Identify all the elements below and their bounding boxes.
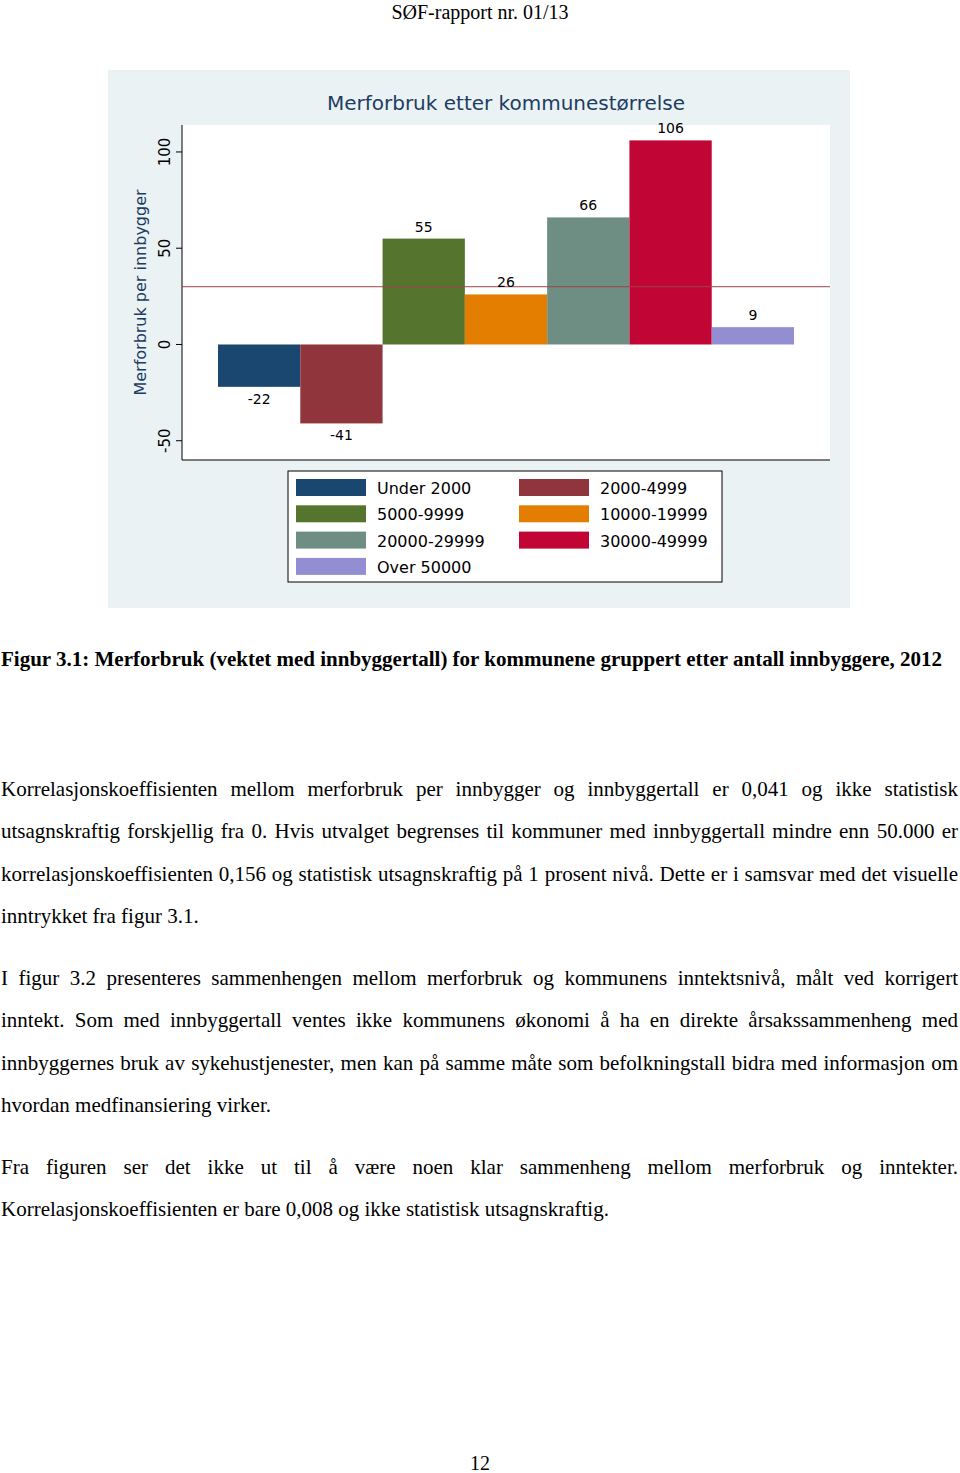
data-label: 9 (748, 307, 757, 323)
legend-label: 10000-19999 (600, 505, 708, 524)
y-tick-label: 50 (156, 239, 174, 258)
bar (218, 344, 300, 386)
legend-swatch (519, 505, 589, 522)
x-axis-line (182, 460, 830, 461)
legend-box (288, 471, 722, 582)
y-tick-label: 0 (156, 340, 174, 350)
data-label: -41 (330, 427, 353, 443)
legend-swatch (296, 532, 366, 549)
paragraph: I figur 3.2 presenteres sammenhengen mel… (1, 957, 958, 1126)
y-tick (176, 248, 182, 249)
legend-swatch (519, 532, 589, 549)
legend-label: 20000-29999 (377, 532, 485, 551)
bar (300, 344, 382, 423)
legend-label: Over 50000 (377, 558, 471, 577)
paragraph: Fra figuren ser det ikke ut til å være n… (1, 1146, 958, 1231)
legend-swatch (296, 558, 366, 575)
legend-label: 30000-49999 (600, 532, 708, 551)
bar (465, 294, 547, 344)
data-label: 55 (415, 219, 433, 235)
y-tick (176, 151, 182, 152)
data-label: 106 (657, 120, 684, 136)
y-tick (176, 344, 182, 345)
graph-background (108, 70, 850, 608)
bar (712, 327, 794, 344)
chart-title: Merforbruk etter kommunestørrelse (327, 91, 685, 115)
figure-caption: Figur 3.1: Merforbruk (vektet med innbyg… (1, 644, 958, 674)
page-number: 12 (0, 1452, 960, 1473)
bar (547, 217, 629, 344)
y-axis-line (182, 125, 183, 460)
y-tick-label: 100 (156, 138, 174, 167)
data-label: -22 (248, 391, 271, 407)
y-tick-label: -50 (156, 428, 174, 453)
data-label: 66 (579, 197, 597, 213)
bars (182, 140, 830, 423)
plot-background (182, 125, 830, 460)
legend-label: 2000-4999 (600, 479, 687, 498)
y-axis-label: Merforbruk per innbygger (131, 189, 150, 396)
chart: Merforbruk etter kommunestørrelse Merforb… (0, 0, 960, 620)
legend-label: Under 2000 (377, 479, 471, 498)
legend-swatch (519, 479, 589, 496)
legend-label: 5000-9999 (377, 505, 464, 524)
legend-swatch (296, 505, 366, 522)
paragraph: Korrelasjonskoeffisienten mellom merforb… (1, 768, 958, 937)
data-label: 26 (497, 274, 515, 290)
page-header: SØF-rapport nr. 01/13 (0, 0, 960, 24)
bar (383, 239, 465, 345)
bar (629, 140, 711, 344)
y-tick (176, 440, 182, 441)
legend-swatch (296, 479, 366, 496)
